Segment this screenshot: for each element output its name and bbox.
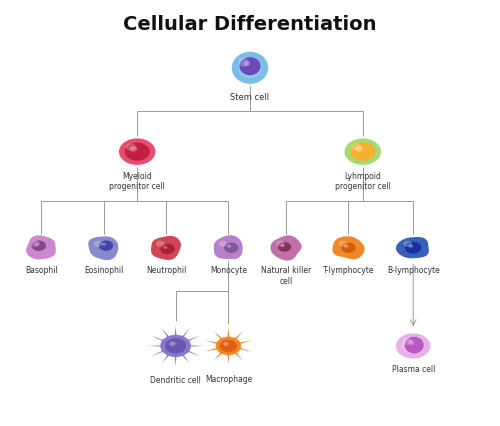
Ellipse shape — [240, 57, 260, 75]
Text: Macrophage: Macrophage — [205, 375, 252, 384]
Ellipse shape — [402, 338, 412, 345]
Text: Plasma cell: Plasma cell — [392, 366, 435, 374]
Ellipse shape — [126, 143, 149, 160]
Text: Eosinophil: Eosinophil — [84, 266, 124, 275]
Ellipse shape — [160, 244, 174, 254]
Text: Lyhmpoid
progenitor cell: Lyhmpoid progenitor cell — [335, 172, 390, 191]
Polygon shape — [332, 236, 364, 259]
Ellipse shape — [102, 242, 106, 246]
Polygon shape — [214, 235, 242, 259]
Text: Dendritic cell: Dendritic cell — [150, 376, 201, 386]
Ellipse shape — [238, 58, 248, 66]
Ellipse shape — [32, 242, 50, 254]
Polygon shape — [148, 325, 204, 366]
Ellipse shape — [32, 241, 46, 251]
Ellipse shape — [126, 144, 136, 151]
Ellipse shape — [94, 241, 102, 247]
Text: Basophil: Basophil — [25, 266, 58, 275]
Ellipse shape — [232, 52, 268, 84]
Ellipse shape — [34, 242, 39, 246]
Ellipse shape — [156, 241, 165, 247]
Ellipse shape — [404, 242, 422, 254]
Ellipse shape — [130, 146, 137, 152]
Ellipse shape — [119, 138, 156, 165]
Ellipse shape — [244, 61, 250, 66]
Text: B-lymphocyte: B-lymphocyte — [387, 266, 440, 275]
Ellipse shape — [218, 241, 227, 247]
Ellipse shape — [95, 242, 112, 254]
Polygon shape — [396, 237, 429, 258]
Ellipse shape — [220, 340, 237, 352]
Ellipse shape — [216, 337, 242, 355]
Text: Cellular Differentiation: Cellular Differentiation — [123, 14, 377, 34]
Ellipse shape — [338, 241, 347, 247]
Ellipse shape — [344, 245, 348, 248]
Ellipse shape — [404, 337, 424, 354]
Ellipse shape — [170, 341, 175, 346]
Text: Natural killer
cell: Natural killer cell — [261, 266, 311, 285]
Ellipse shape — [280, 244, 284, 247]
Ellipse shape — [163, 246, 168, 249]
Ellipse shape — [224, 242, 238, 253]
Ellipse shape — [352, 144, 362, 151]
Polygon shape — [88, 236, 118, 260]
Ellipse shape — [161, 335, 190, 357]
Ellipse shape — [340, 242, 357, 254]
Ellipse shape — [158, 242, 174, 254]
Ellipse shape — [165, 338, 186, 354]
Ellipse shape — [223, 342, 228, 346]
Ellipse shape — [32, 241, 40, 247]
Text: T-lymphocyte: T-lymphocyte — [322, 266, 374, 275]
Ellipse shape — [341, 242, 355, 253]
Polygon shape — [270, 236, 302, 261]
Ellipse shape — [408, 340, 414, 345]
Polygon shape — [26, 235, 56, 259]
Ellipse shape — [396, 334, 430, 358]
Ellipse shape — [220, 242, 237, 254]
Ellipse shape — [238, 58, 262, 78]
Ellipse shape — [99, 241, 113, 251]
Ellipse shape — [344, 138, 381, 165]
Ellipse shape — [350, 143, 376, 161]
Ellipse shape — [124, 143, 150, 161]
Text: Myeloid
progenitor cell: Myeloid progenitor cell — [110, 172, 165, 191]
Ellipse shape — [278, 242, 291, 252]
Ellipse shape — [356, 146, 363, 152]
Ellipse shape — [402, 338, 424, 354]
Text: Stem cell: Stem cell — [230, 93, 270, 102]
Ellipse shape — [404, 241, 412, 247]
Ellipse shape — [351, 143, 374, 160]
Ellipse shape — [405, 242, 421, 254]
Text: Monocyte: Monocyte — [210, 266, 247, 275]
Polygon shape — [151, 236, 181, 260]
Ellipse shape — [227, 245, 232, 248]
Ellipse shape — [408, 244, 413, 248]
Ellipse shape — [278, 242, 294, 254]
Text: Neutrophil: Neutrophil — [146, 266, 186, 275]
Polygon shape — [204, 328, 252, 364]
Ellipse shape — [276, 241, 285, 247]
